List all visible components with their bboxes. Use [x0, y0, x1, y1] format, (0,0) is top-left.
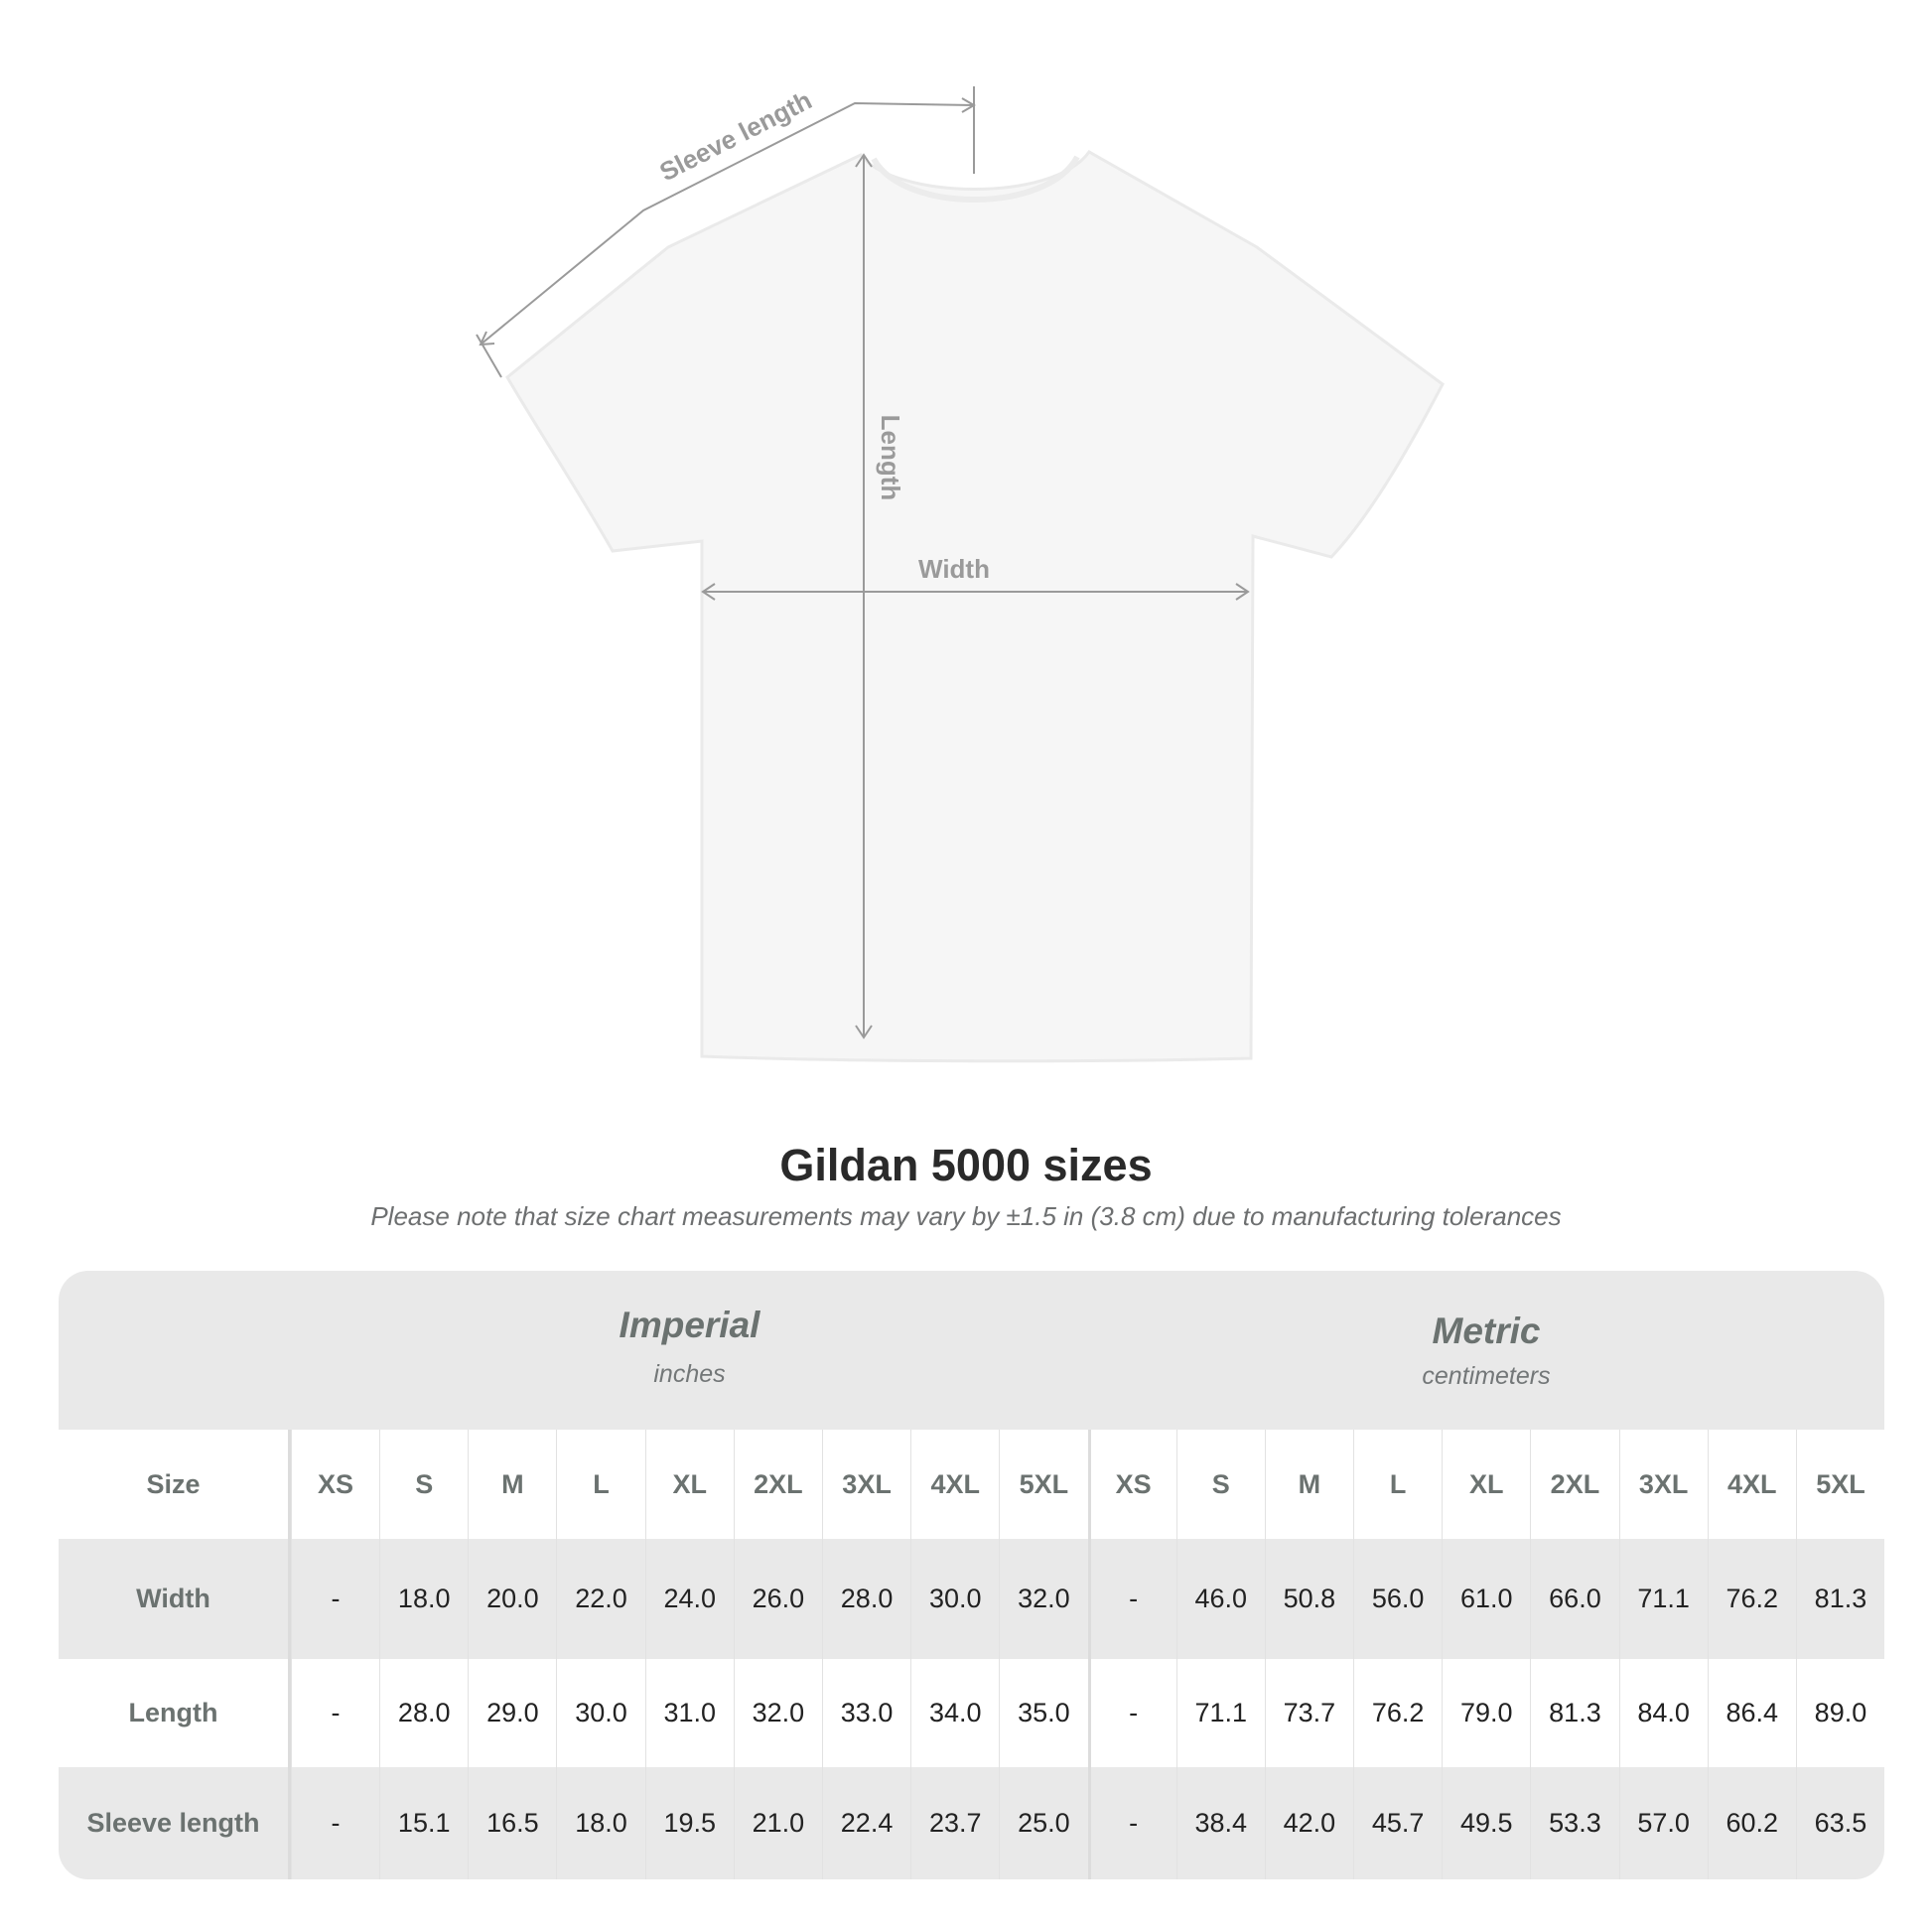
imperial-value-cell: 20.0 [468, 1539, 556, 1659]
row-label: Width [59, 1539, 291, 1659]
table-row: Length -28.0 29.0 30.0 31.0 32.0 33.0 34.0 35.0-… [59, 1659, 1884, 1767]
imperial-value-cell: 21.0 [733, 1767, 822, 1879]
size-header-row: Size XS S M L XL 2XL 3XL 4XL 5XL XS S M L XL 2XL 3XL 4XL 5… [59, 1430, 1884, 1539]
imperial-value-cell: 16.5 [468, 1767, 556, 1879]
metric-title: Metric [1432, 1311, 1541, 1351]
metric-unit: centimeters [1422, 1362, 1551, 1390]
metric-value-cell: 46.0 [1175, 1539, 1265, 1659]
size-header-imperial: XS [290, 1430, 379, 1539]
metric-value-cell: 66.0 [1530, 1539, 1618, 1659]
metric-header: Metric centimeters [1088, 1271, 1884, 1430]
metric-value-cell: 84.0 [1618, 1659, 1708, 1767]
imperial-value-cell: - [290, 1539, 379, 1659]
imperial-value-cell: - [290, 1659, 379, 1767]
width-label: Width [918, 554, 990, 584]
imperial-header: Imperial inches [291, 1271, 1088, 1430]
metric-value-cell: 53.3 [1530, 1767, 1618, 1879]
imperial-value-cell: 18.0 [556, 1767, 644, 1879]
table-row: Width -18.0 20.0 22.0 24.0 26.0 28.0 30.0 32.0-4… [59, 1539, 1884, 1659]
imperial-value-cell: 32.0 [999, 1539, 1087, 1659]
metric-value-cell: 60.2 [1707, 1767, 1796, 1879]
sleeve-length-arrow [480, 101, 975, 345]
size-header-metric: 5XL [1795, 1430, 1884, 1539]
imperial-value-cell: 28.0 [379, 1659, 468, 1767]
imperial-value-cell: 35.0 [999, 1659, 1087, 1767]
imperial-value-cell: 33.0 [821, 1659, 910, 1767]
metric-value-cell: - [1087, 1659, 1176, 1767]
size-header-metric: M [1264, 1430, 1353, 1539]
size-header-metric: 3XL [1618, 1430, 1708, 1539]
metric-value-cell: 45.7 [1353, 1767, 1442, 1879]
metric-value-cell: 71.1 [1618, 1539, 1708, 1659]
size-header-metric: S [1175, 1430, 1265, 1539]
metric-value-cell: 76.2 [1353, 1659, 1442, 1767]
imperial-title: Imperial [619, 1305, 760, 1345]
imperial-unit: inches [653, 1360, 726, 1388]
metric-value-cell: 49.5 [1442, 1767, 1530, 1879]
tolerance-note: Please note that size chart measurements… [370, 1201, 1562, 1231]
imperial-value-cell: 30.0 [910, 1539, 999, 1659]
metric-value-cell: 79.0 [1442, 1659, 1530, 1767]
table-row: Sleeve length -15.1 16.5 18.0 19.5 21.0 22.4 23… [59, 1767, 1884, 1879]
metric-value-cell: 50.8 [1264, 1539, 1353, 1659]
size-header-metric: 4XL [1707, 1430, 1796, 1539]
imperial-value-cell: 30.0 [556, 1659, 644, 1767]
imperial-value-cell: 24.0 [644, 1539, 734, 1659]
imperial-value-cell: 22.4 [821, 1767, 910, 1879]
metric-value-cell: 42.0 [1264, 1767, 1353, 1879]
size-header-imperial: 3XL [821, 1430, 910, 1539]
size-header-imperial: M [468, 1430, 556, 1539]
imperial-value-cell: 22.0 [556, 1539, 644, 1659]
size-header-label: Size [59, 1430, 291, 1539]
imperial-value-cell: 29.0 [468, 1659, 556, 1767]
imperial-value-cell: 18.0 [379, 1539, 468, 1659]
row-label: Length [59, 1659, 291, 1767]
size-header-imperial: XL [644, 1430, 734, 1539]
metric-value-cell: 71.1 [1175, 1659, 1265, 1767]
size-header-imperial: 4XL [910, 1430, 999, 1539]
length-label: Length [876, 415, 905, 501]
metric-value-cell: 61.0 [1442, 1539, 1530, 1659]
metric-value-cell: - [1087, 1767, 1176, 1879]
imperial-value-cell: 25.0 [999, 1767, 1087, 1879]
size-chart-table: Imperial inches Metric centimeters Size X… [59, 1271, 1884, 1879]
row-label: Sleeve length [59, 1767, 291, 1879]
metric-value-cell: 73.7 [1264, 1659, 1353, 1767]
metric-value-cell: 86.4 [1707, 1659, 1796, 1767]
metric-value-cell: 81.3 [1530, 1659, 1618, 1767]
size-header-metric: 2XL [1530, 1430, 1618, 1539]
size-header-imperial: 2XL [733, 1430, 822, 1539]
imperial-value-cell: 31.0 [644, 1659, 734, 1767]
metric-value-cell: 56.0 [1353, 1539, 1442, 1659]
size-header-metric: L [1353, 1430, 1442, 1539]
page-title: Gildan 5000 sizes [779, 1140, 1153, 1190]
metric-value-cell: - [1087, 1539, 1176, 1659]
metric-value-cell: 57.0 [1618, 1767, 1708, 1879]
imperial-value-cell: - [290, 1767, 379, 1879]
imperial-value-cell: 34.0 [910, 1659, 999, 1767]
imperial-value-cell: 19.5 [644, 1767, 734, 1879]
imperial-value-cell: 26.0 [733, 1539, 822, 1659]
size-header-metric: XL [1442, 1430, 1530, 1539]
metric-value-cell: 81.3 [1795, 1539, 1884, 1659]
tshirt-diagram: Sleeve length Length Width [476, 85, 1445, 1063]
imperial-value-cell: 32.0 [733, 1659, 822, 1767]
size-header-metric: XS [1087, 1430, 1176, 1539]
metric-value-cell: 76.2 [1707, 1539, 1796, 1659]
tshirt-illustration [505, 150, 1445, 1063]
imperial-value-cell: 28.0 [821, 1539, 910, 1659]
imperial-value-cell: 23.7 [910, 1767, 999, 1879]
size-header-imperial: L [556, 1430, 644, 1539]
size-header-imperial: S [379, 1430, 468, 1539]
metric-value-cell: 38.4 [1175, 1767, 1265, 1879]
size-header-imperial: 5XL [999, 1430, 1087, 1539]
metric-value-cell: 89.0 [1795, 1659, 1884, 1767]
metric-value-cell: 63.5 [1795, 1767, 1884, 1879]
imperial-value-cell: 15.1 [379, 1767, 468, 1879]
